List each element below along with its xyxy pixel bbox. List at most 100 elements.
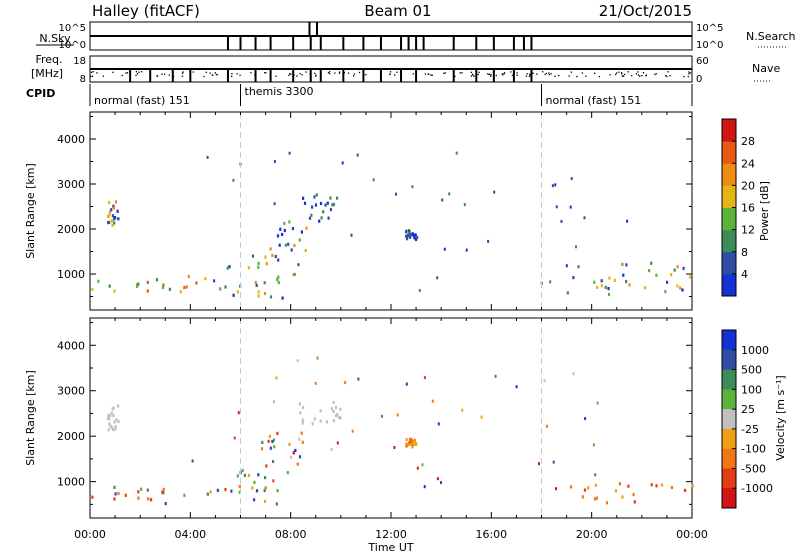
scatter-cell [277,258,280,262]
nave-dot [431,74,433,76]
nave-dot [125,72,127,74]
scatter-cell [292,273,295,277]
scatter-cell [655,484,658,488]
scatter-cell [162,487,165,491]
scatter-cell [673,268,676,272]
scatter-cell [299,411,302,415]
scatter-cell [263,281,266,285]
colorbar-tick-label: 24 [741,157,755,170]
scatter-cell [283,228,286,233]
scatter-cell [437,422,440,426]
x-tick-label: 08:00 [275,528,307,541]
scatter-cell [279,227,282,231]
scatter-cell [302,405,305,410]
scatter-cell [487,239,490,243]
scatter-cell [288,151,291,155]
scatter-cell [288,220,291,224]
scatter-cell [604,285,607,289]
scatter-cell [116,209,119,213]
scatter-cell [111,223,114,227]
scatter-cell [264,486,267,490]
scatter-cell [566,291,569,295]
nave-dot [635,73,638,75]
colorbar-band [722,409,736,430]
nave-dot [473,75,475,77]
scatter-cell [411,445,414,449]
nave-dot [126,72,129,74]
scatter-cell [330,447,333,451]
scatter-cell [269,247,272,251]
scatter-cell [326,201,329,205]
scatter-cell [412,443,415,447]
scatter-cell [260,447,264,451]
scatter-cell [224,487,227,492]
nave-dot [585,75,587,77]
scatter-cell [183,285,186,290]
scatter-cell [273,202,276,206]
scatter-cell [565,264,568,268]
cpid-segment-label: themis 3300 [245,85,314,98]
scatter-cell [209,490,212,494]
scatter-cell [628,283,631,287]
scatter-cell [331,203,334,207]
nave-dot [621,72,623,75]
scatter-cell [549,280,552,284]
nave-dot [621,72,623,74]
nave-dot [205,71,207,73]
scatter-cell [113,485,116,489]
scatter-cell [463,203,466,207]
nave-dot [172,75,175,77]
nave-tick-bottom: 0 [696,74,702,85]
colorbar-tick-label: -500 [741,462,766,475]
scatter-cell [124,493,127,497]
nave-dot [181,72,184,74]
scatter-cell [161,285,165,290]
scatter-cell [257,290,260,294]
nave-dot [358,71,361,74]
scatter-cell [108,213,111,217]
scatter-cell [455,151,458,155]
y-tick-label: 3000 [57,178,85,191]
nave-dot [236,73,238,75]
scatter-cell [108,414,112,418]
x-tick-labels: 00:00 04:00 08:00 12:00 16:00 20:00 00:00 [74,528,708,541]
nave-dot [90,75,92,77]
scatter-cell [441,198,444,202]
scatter-cell [271,253,274,257]
scatter-cell [251,486,254,490]
power-y-ticks: 1000 2000 3000 4000 [57,116,692,297]
power-y-axis-label: Slant Range [km] [24,163,37,259]
nave-dot [501,73,504,75]
scatter-cell [405,230,408,234]
nave-dot [102,75,104,77]
nave-dot [365,73,367,76]
scatter-cell [162,283,165,287]
scatter-cell [583,216,586,220]
colorbar-tick-label: 25 [741,403,755,416]
nave-dot [192,71,194,73]
scatter-cell [443,247,446,251]
nave-dot [490,74,492,76]
scatter-cell [581,495,584,499]
nave-dot [614,73,617,76]
nsearch-tick-top: 10^5 [696,23,723,34]
scatter-cell [298,437,301,441]
scatter-cell [267,439,270,443]
scatter-cell [448,192,451,196]
scatter-cell [272,479,275,483]
scatter-cell [461,408,464,412]
scatter-cell [112,427,115,432]
nave-dot [215,73,218,76]
scatter-cell [413,440,416,444]
nave-dot [203,75,205,78]
scatter-cell [252,254,254,258]
nave-dot [654,73,656,76]
scatter-cell [293,243,296,248]
scatter-cell [372,178,375,182]
scatter-cell [164,502,167,506]
scatter-cell [356,153,359,157]
scatter-cell [276,431,279,435]
scatter-cell [114,200,118,204]
scatter-cell [664,290,667,294]
velocity-colorbar: 1000 500 100 25 -25 -100 -500 -1000 [721,329,773,509]
